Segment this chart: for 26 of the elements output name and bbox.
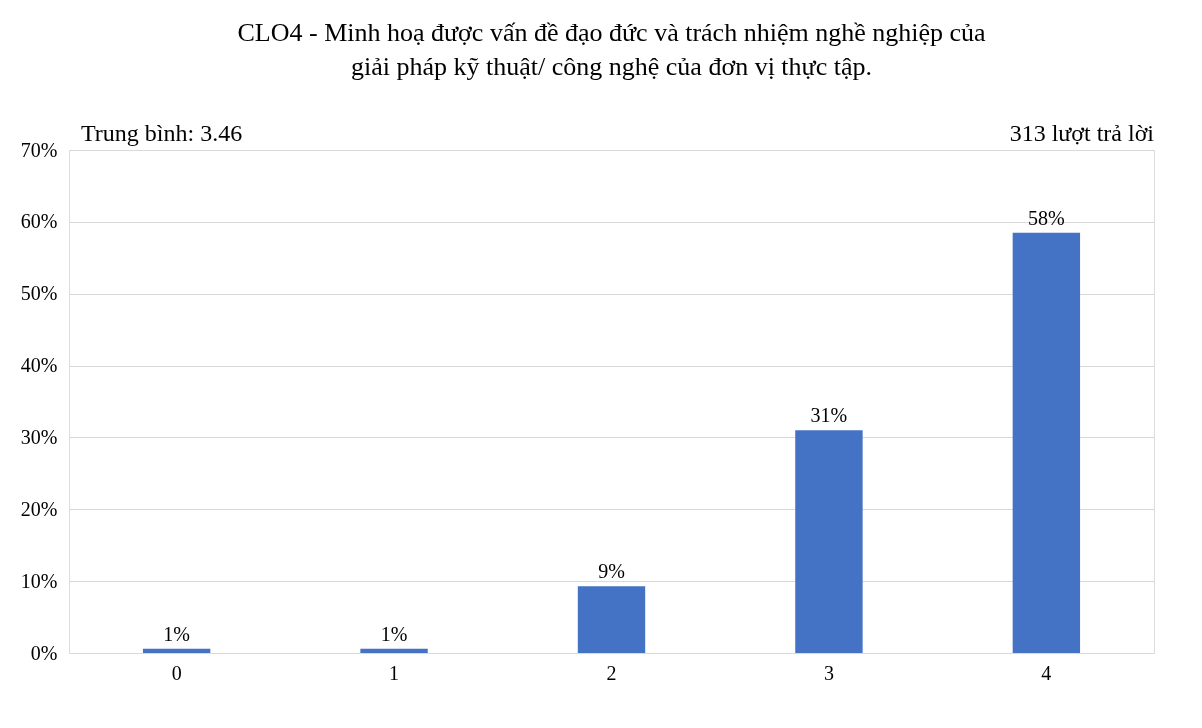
- bar: [795, 430, 863, 653]
- y-tick-label: 0%: [30, 641, 58, 664]
- y-tick-label: 60%: [20, 210, 58, 233]
- y-tick-label: 70%: [20, 138, 58, 161]
- data-label: 1%: [163, 622, 190, 645]
- bar: [577, 586, 646, 653]
- x-tick-label: 1: [389, 661, 400, 684]
- bar: [142, 648, 211, 653]
- y-tick-label: 40%: [20, 354, 58, 377]
- text: Trung bình: 3.46: [81, 120, 243, 146]
- text: 313 lượt trả lời: [1009, 120, 1155, 146]
- chart-title: CLO4 - Minh hoạ được vấn đề đạo đức và trách nhiệm nghề nghiệp của giải pháp kỹ thuật/ công nghệ của đơn vị thực tập.: [237, 18, 986, 81]
- data-label: 58%: [1028, 206, 1065, 229]
- x-tick-label: 2: [606, 661, 617, 684]
- y-tick-label: 10%: [20, 569, 58, 592]
- data-label: 9%: [598, 560, 625, 583]
- data-label: 31%: [810, 404, 848, 427]
- x-tick-label: 4: [1041, 661, 1052, 684]
- bar: [1012, 232, 1081, 653]
- y-tick-label: 50%: [20, 282, 58, 305]
- x-tick-label: 3: [823, 661, 834, 684]
- y-tick-label: 30%: [20, 425, 58, 448]
- x-tick-label: 0: [171, 661, 182, 684]
- data-label: 1%: [380, 622, 408, 645]
- bar: [360, 648, 428, 653]
- y-tick-label: 20%: [20, 497, 58, 520]
